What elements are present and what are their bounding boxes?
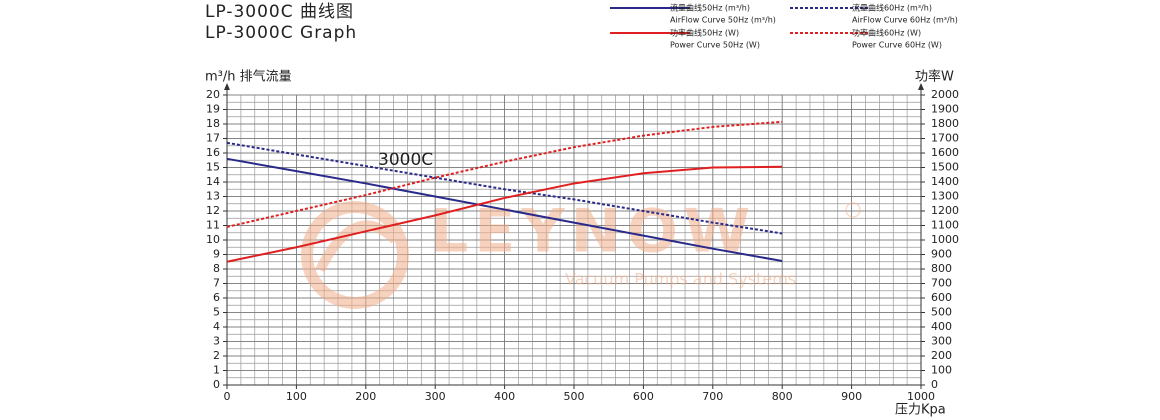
y-tick-label: 2 <box>213 349 220 362</box>
x-tick-label: 700 <box>702 390 723 403</box>
series-line <box>226 120 783 228</box>
x-tick-label: 600 <box>633 390 654 403</box>
annotation: 3000C <box>378 150 433 170</box>
x-tick-label: 0 <box>224 390 231 403</box>
y-tick-label: 12 <box>206 204 220 217</box>
y2-tick-label: 100 <box>931 364 952 377</box>
series-line <box>226 141 783 235</box>
y2-tick-label: 0 <box>931 378 938 391</box>
series-line <box>226 157 783 263</box>
y-tick-label: 20 <box>206 88 220 101</box>
x-tick-label: 500 <box>564 390 585 403</box>
watermark-logo <box>315 220 399 273</box>
y-tick-label: 15 <box>206 161 220 174</box>
watermark-reg <box>845 202 861 218</box>
x-tick-label: 800 <box>772 390 793 403</box>
y-tick-label: 18 <box>206 117 220 130</box>
axis-arrow <box>224 83 230 90</box>
axis-arrow <box>918 83 924 90</box>
y2-tick-label: 600 <box>931 291 952 304</box>
legend-label: 功率曲线60Hz (W) <box>852 28 921 38</box>
chart-subtitle: LP-3000C Graph <box>205 23 357 43</box>
legend-label-en: AirFlow Curve 60Hz (m³/h) <box>852 16 958 25</box>
x-axis-title: 压力Kpa <box>895 403 946 418</box>
x-tick-label: 900 <box>841 390 862 403</box>
legend-label: 流量曲线50Hz (m³/h) <box>670 3 750 13</box>
y2-tick-label: 900 <box>931 248 952 261</box>
legend-label-en: Power Curve 50Hz (W) <box>670 41 760 50</box>
y-tick-label: 10 <box>206 233 220 246</box>
y2-tick-label: 1100 <box>931 219 959 232</box>
watermark: LEYNOW Vacuum Pumps and Systems <box>301 197 861 309</box>
y2-tick-label: 1400 <box>931 175 959 188</box>
y2-tick-label: 400 <box>931 320 952 333</box>
y2-tick-label: 1500 <box>931 161 959 174</box>
y2-tick-label: 1200 <box>931 204 959 217</box>
y-axis-title: m³/h 排气流量 <box>205 69 292 85</box>
y-tick-label: 0 <box>213 378 220 391</box>
y2-tick-label: 700 <box>931 277 952 290</box>
y-tick-label: 14 <box>206 175 220 188</box>
y2-tick-label: 1800 <box>931 117 959 130</box>
y2-tick-label: 300 <box>931 335 952 348</box>
legend-label-en: AirFlow Curve 50Hz (m³/h) <box>670 16 776 25</box>
y-tick-label: 19 <box>206 103 220 116</box>
y2-tick-label: 1600 <box>931 146 959 159</box>
x-tick-label: 400 <box>494 390 515 403</box>
y-tick-label: 8 <box>213 262 220 275</box>
x-tick-label: 100 <box>286 390 307 403</box>
legend-label: 功率曲线50Hz (W) <box>670 28 739 38</box>
y2-tick-label: 1900 <box>931 103 959 116</box>
y-tick-label: 9 <box>213 248 220 261</box>
y-tick-label: 4 <box>213 320 220 333</box>
y-tick-label: 13 <box>206 190 220 203</box>
legend-label-en: Power Curve 60Hz (W) <box>852 41 942 50</box>
y2-tick-label: 1000 <box>931 233 959 246</box>
x-tick-label: 200 <box>355 390 376 403</box>
y2-tick-label: 200 <box>931 349 952 362</box>
y2-tick-label: 2000 <box>931 88 959 101</box>
watermark-subtext: Vacuum Pumps and Systems <box>565 270 796 289</box>
y-tick-label: 16 <box>206 146 220 159</box>
y2-tick-label: 1700 <box>931 132 959 145</box>
x-tick-label: 300 <box>425 390 446 403</box>
y2-tick-label: 1300 <box>931 190 959 203</box>
y-tick-label: 7 <box>213 277 220 290</box>
watermark-text: LEYNOW <box>430 197 756 267</box>
legend-label: 流量曲线60Hz (m³/h) <box>852 3 932 13</box>
y-tick-label: 11 <box>206 219 220 232</box>
y2-tick-label: 500 <box>931 306 952 319</box>
y2-axis-title: 功率W <box>915 69 954 85</box>
watermark-logo <box>301 201 409 309</box>
series-line <box>226 165 783 263</box>
y-tick-label: 5 <box>213 306 220 319</box>
y-tick-label: 1 <box>213 364 220 377</box>
y-tick-label: 17 <box>206 132 220 145</box>
y-tick-label: 6 <box>213 291 220 304</box>
y-tick-label: 3 <box>213 335 220 348</box>
chart-title: LP-3000C 曲线图 <box>205 2 354 22</box>
y2-tick-label: 800 <box>931 262 952 275</box>
x-tick-label: 1000 <box>907 390 935 403</box>
